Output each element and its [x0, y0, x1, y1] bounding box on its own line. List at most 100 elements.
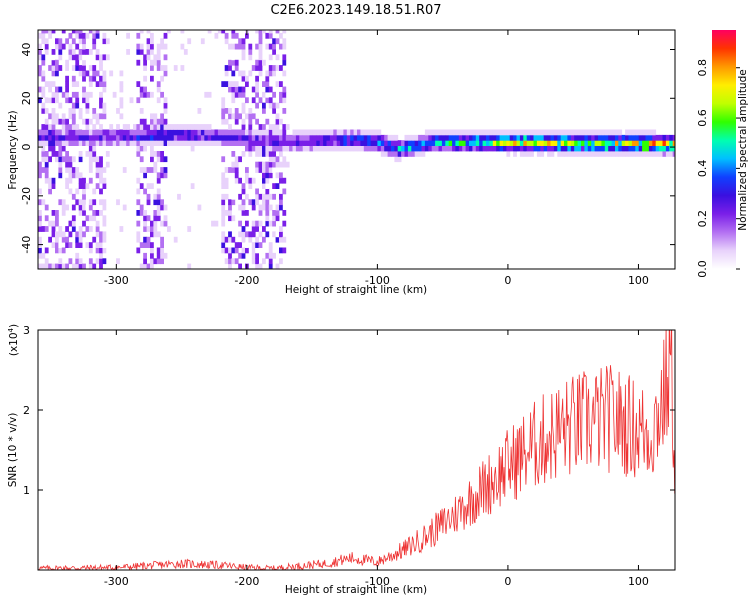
spectrogram-cell [75, 252, 80, 259]
spectrogram-cell [363, 129, 368, 136]
spectrogram-cell [309, 134, 314, 141]
spectrogram-cell [564, 134, 568, 141]
spectrogram-cell [323, 134, 327, 141]
spectrogram-cell [207, 140, 212, 146]
spectrogram-cell [262, 258, 266, 265]
spectrogram-cell [88, 30, 93, 34]
spectrogram-cell [214, 134, 219, 141]
spectrogram-cell [82, 70, 86, 77]
spectrogram-cell [55, 118, 59, 125]
spectrogram-cell [272, 43, 276, 50]
spectrogram-cell [197, 140, 202, 146]
spectrogram-cell [631, 151, 636, 157]
spectrogram-cell [567, 140, 572, 146]
spectrogram-cell [58, 38, 63, 45]
spectrogram-cell [78, 242, 83, 248]
spectrogram-cell [611, 145, 616, 152]
spectrogram-cell [411, 140, 416, 146]
spectrogram-cell [156, 102, 161, 109]
spectrogram-cell [95, 167, 100, 173]
spectrogram-cell [126, 129, 130, 136]
spectrogram-cell [102, 134, 107, 141]
spectrogram-cell [262, 236, 266, 243]
spectrogram-cell [68, 188, 73, 195]
spectrogram-cell [65, 177, 69, 184]
spectrogram-cell [608, 151, 612, 157]
spectrogram-cell [268, 247, 273, 254]
spectrogram-cell [99, 177, 103, 184]
spectrogram-cell [336, 134, 341, 141]
spectrogram-cell [82, 134, 86, 141]
spectrogram-cell [262, 102, 266, 109]
spectrogram-cell [241, 247, 246, 254]
spectrogram-cell [557, 151, 562, 157]
spectrogram-cell [122, 140, 127, 146]
spectrogram-cell [272, 220, 276, 227]
spectrogram-cell [659, 140, 663, 146]
spectrogram-cell [136, 97, 141, 104]
spectrogram-cell [631, 129, 636, 136]
spectrogram-cell [645, 140, 650, 146]
spectrogram-cell [119, 97, 124, 104]
spectrogram-cell [82, 193, 86, 200]
spectrogram-cell [462, 134, 466, 141]
spectrogram-cell [645, 129, 650, 136]
colorbar-tick-label: 0.6 [696, 109, 709, 127]
spectrogram-cell [44, 226, 49, 232]
spectrogram-cell [221, 30, 226, 34]
spectrogram-cell [92, 156, 97, 163]
spectrogram-cell [621, 151, 626, 157]
spectrogram-cell [51, 231, 56, 238]
spectrogram-cell [550, 151, 555, 157]
spectrogram-cell [102, 199, 107, 206]
spectrogram-cell [55, 140, 59, 146]
spectrogram-cell [234, 134, 239, 141]
spectrogram-cell [255, 65, 259, 71]
spectrogram-cell [262, 124, 266, 130]
spectrogram-cell [238, 70, 242, 77]
spectrogram-cell [48, 145, 52, 152]
spectrogram-cell [469, 129, 473, 136]
spectrogram-cell [262, 134, 266, 141]
spectrogram-cell [251, 242, 256, 248]
spectrogram-cell [156, 193, 161, 200]
spectrogram-cell [282, 247, 287, 254]
spectrogram-cell [635, 140, 640, 146]
colorbar-tick-label: 0.2 [696, 210, 709, 228]
spectrogram-cell [78, 263, 83, 269]
spectrogram-cell [99, 156, 103, 163]
spectrogram-cell [58, 231, 63, 238]
spectrogram-cell [51, 30, 56, 34]
spectrogram-cell [248, 134, 253, 141]
spectrogram-cell [255, 167, 259, 173]
spectrogram-cell [611, 134, 616, 141]
spectrogram-cell [55, 236, 59, 243]
spectrogram-cell [462, 129, 466, 136]
spectrogram-cell [156, 247, 161, 254]
spectrogram-cell [119, 86, 124, 93]
spectrogram-cell [241, 43, 246, 50]
spectrogram-cell [163, 65, 168, 71]
spectrogram-cell [228, 129, 232, 136]
spectrogram-cell [319, 129, 324, 136]
spectrogram-cell [153, 54, 158, 61]
spectrogram-cell [78, 156, 83, 163]
spectrogram-cell [336, 145, 341, 152]
spectrogram-cell [38, 86, 42, 93]
spectrogram-cell [238, 86, 242, 93]
spectrogram-cell [102, 38, 107, 45]
spectrogram-cell [48, 30, 52, 34]
spectrogram-cell [625, 140, 629, 146]
spectrogram-cell [136, 188, 141, 195]
spectrogram-cell [258, 30, 263, 34]
spectrogram-cell [68, 220, 73, 227]
spectrogram-cell [618, 140, 623, 146]
spectrogram-cell [282, 134, 287, 141]
spectrogram-cell [397, 151, 402, 157]
spectrogram-cell [136, 140, 141, 146]
spectrogram-cell [65, 65, 69, 71]
spectrogram-cell [156, 65, 161, 71]
spectrogram-cell [146, 215, 151, 222]
spectrogram-cell [122, 124, 127, 130]
